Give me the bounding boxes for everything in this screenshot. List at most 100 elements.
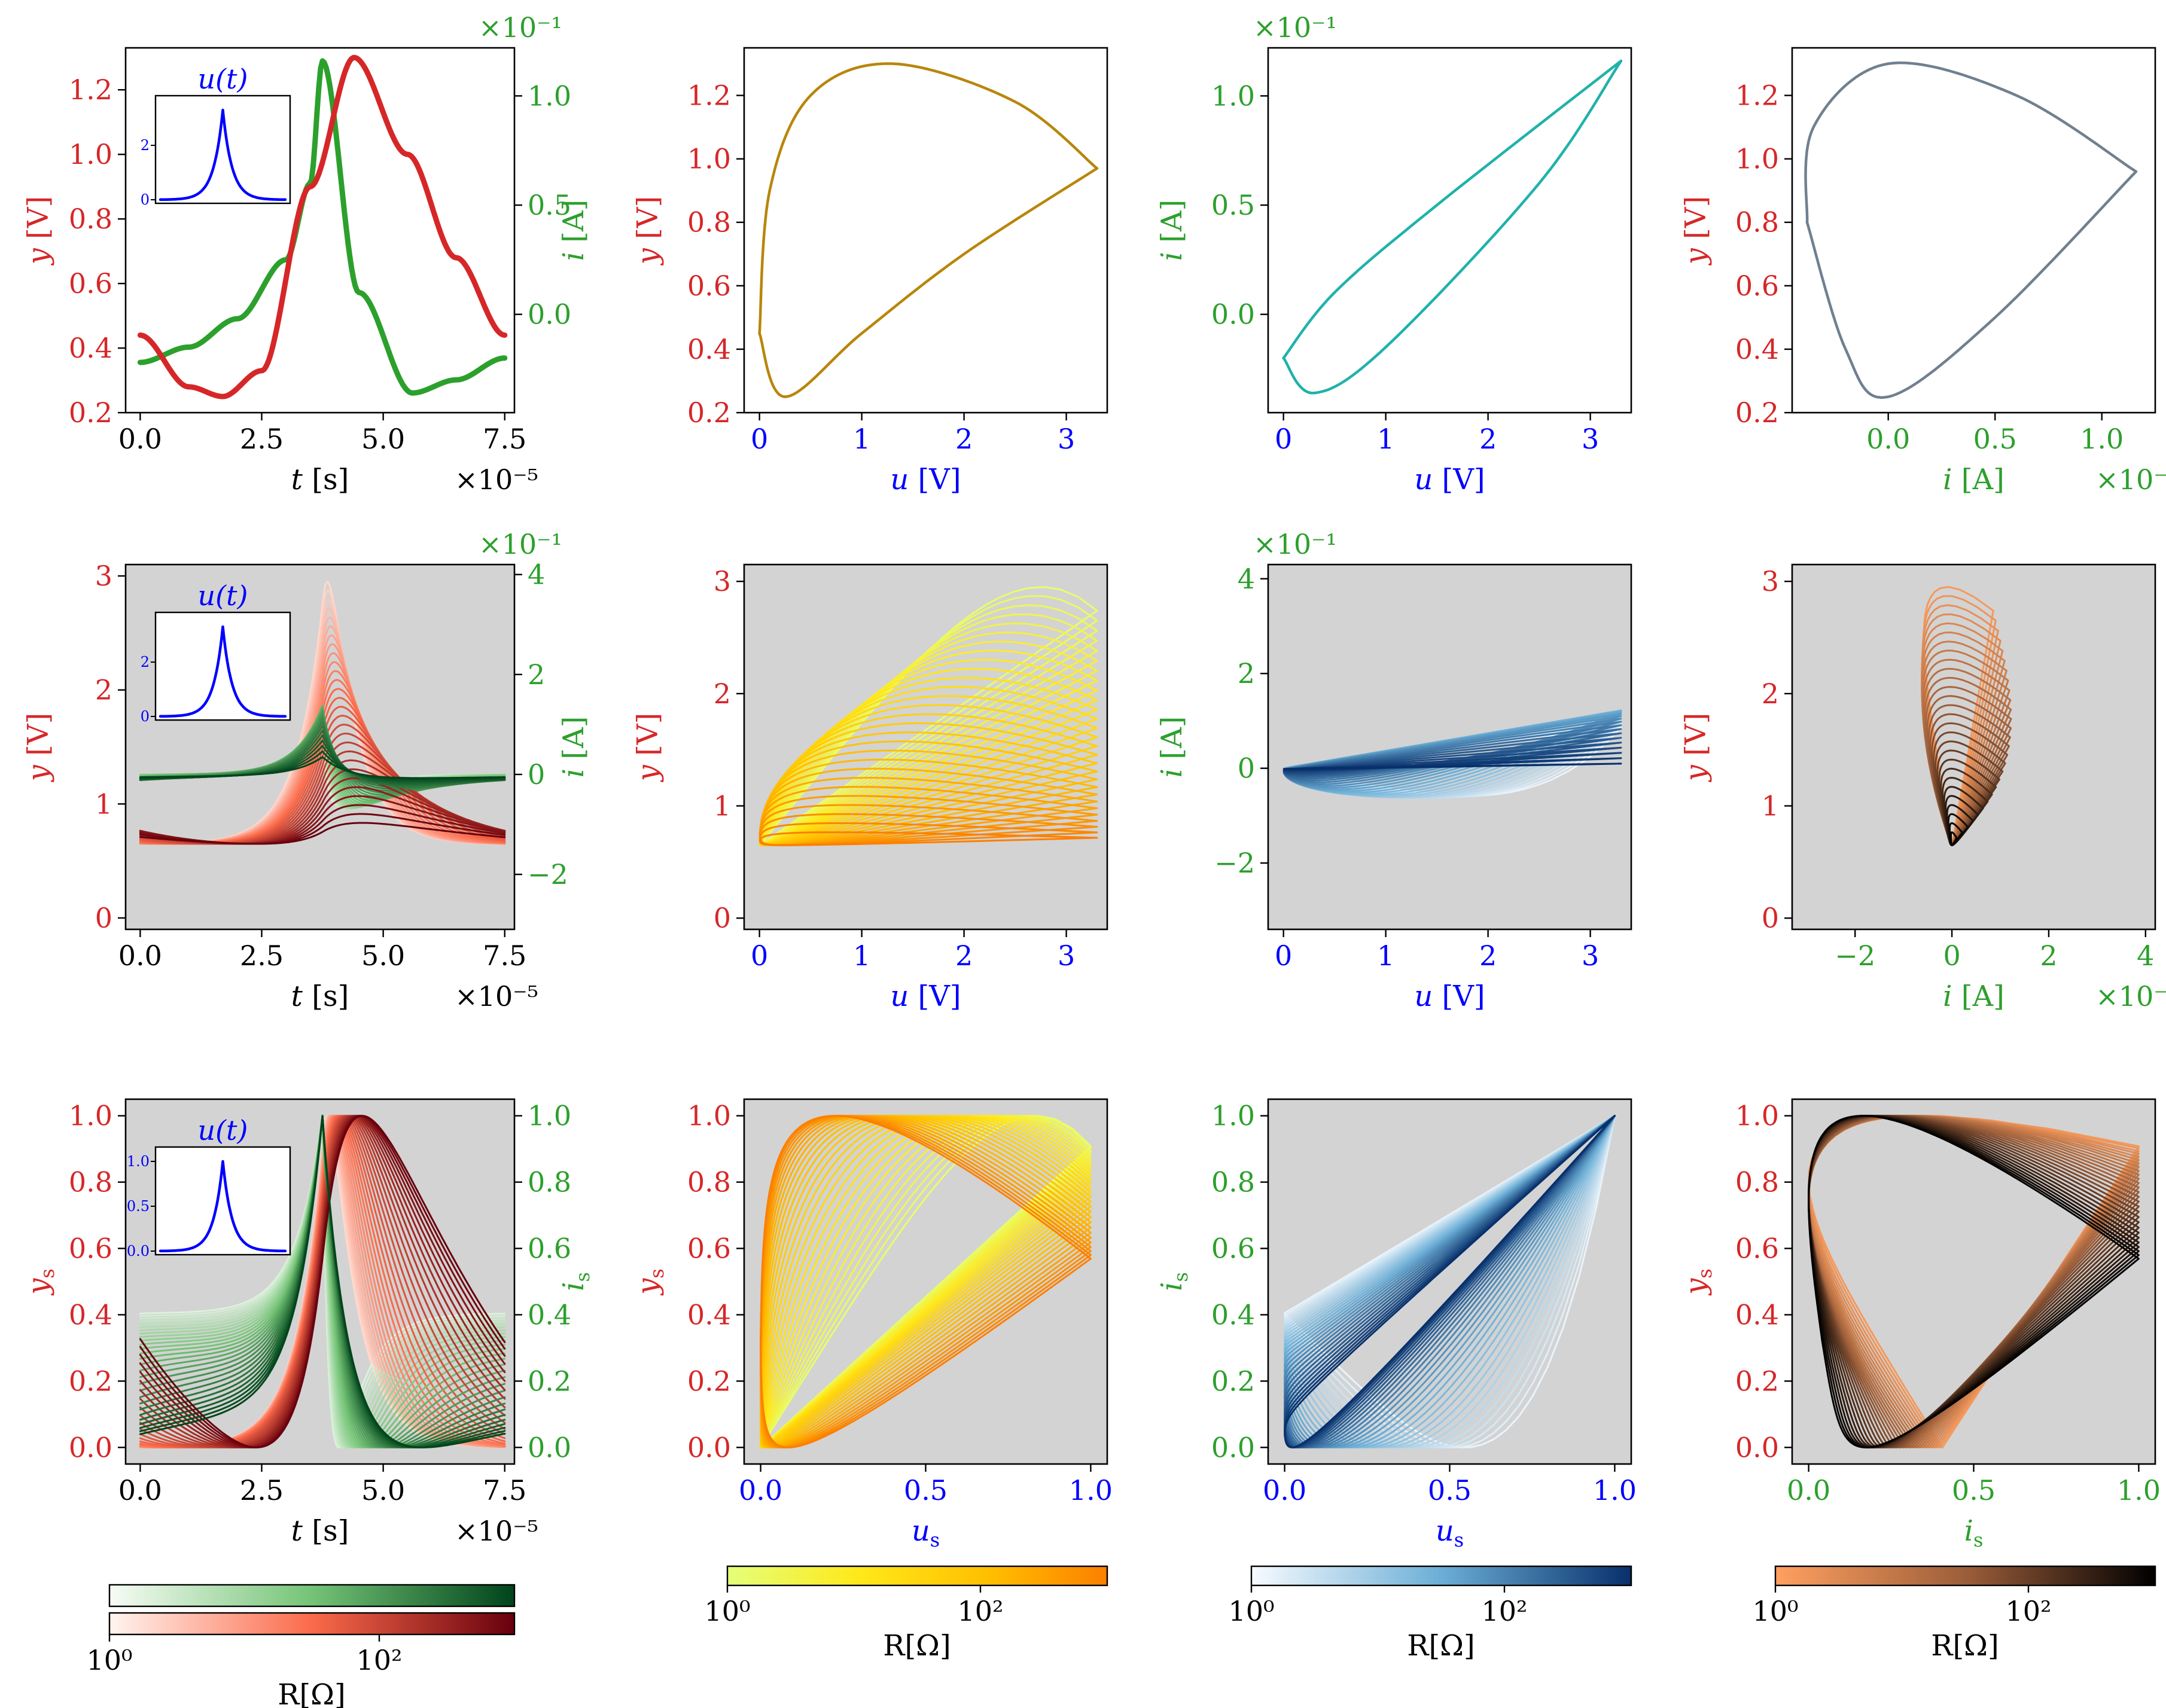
colorbar-col2-ticklabel-0: 10⁰ [705, 1595, 751, 1627]
yticklabel-r3c1-0: 0.0 [69, 1431, 112, 1463]
family-isys-11 [1808, 1115, 2140, 1448]
xmult-r2c1: ×10⁻⁵ [455, 980, 538, 1012]
family-isys-14 [1808, 1115, 2140, 1448]
colorbar-col3-label: R[Ω] [1407, 1629, 1475, 1663]
yticklabel-r2c3-0: −2 [1214, 847, 1255, 879]
yticklabel-r2c2-0: 0 [714, 902, 731, 934]
family-isys-10 [1808, 1115, 2140, 1448]
inset-r1c1: 0 2 u(t) [141, 63, 291, 208]
yticklabel-r3c2-5: 1.0 [687, 1100, 731, 1132]
yticklabel-r1c1-5: 1.2 [69, 74, 112, 106]
curve-upper-r1c2 [758, 62, 1099, 335]
colorbar-greens [108, 1584, 516, 1608]
frame-r3c2 [743, 1098, 1108, 1465]
xlabel-r1c1-unit: [s] [303, 463, 349, 496]
yticklabel-r2c3-2: 2 [1238, 657, 1255, 690]
family-uy-27 [758, 831, 1098, 846]
yticklabel-r1c2-3: 0.8 [687, 206, 731, 239]
xlabel-r3c4-sub: s [1973, 1529, 1983, 1551]
yticklabel-r2c1-3: 3 [95, 560, 112, 592]
ylabel-r1c3-unit: [A] [1155, 200, 1189, 252]
yticklabel-r2c3-3: 4 [1238, 563, 1255, 595]
xticklabel-r3c3-1: 0.5 [1428, 1474, 1472, 1506]
xmult-r1c1: ×10⁻⁵ [455, 463, 538, 496]
ymult-r1c3: ×10⁻¹ [1253, 11, 1337, 44]
family-isys-21 [1808, 1115, 2140, 1448]
inset-u-curve [159, 1160, 287, 1253]
frame-r2c4 [1791, 563, 2156, 931]
xticklabel-r3c1-0: 0.0 [118, 1474, 162, 1506]
panel-data-r2c1 [139, 581, 506, 845]
yticklabel-right-r3c1-5: 1.0 [528, 1100, 571, 1132]
xticklabel-r1c1-0: 0.0 [118, 423, 162, 455]
yticklabel-r1c4-1: 0.4 [1735, 333, 1779, 365]
yticklabel-right-r2c1-1: 0 [528, 758, 545, 791]
xlabel-r2c2-unit: [V] [909, 980, 961, 1013]
colorbar-col1: 10⁰ 10² R[Ω] [87, 1584, 516, 1708]
xticklabel-r1c3-1: 1 [1377, 423, 1394, 455]
xlabel-r1c2-main: u [890, 463, 909, 496]
ylabel-r3c2: ys [631, 1268, 668, 1296]
panel-r2c2 [744, 565, 1107, 929]
yticklabel-right-r3c1-3: 0.6 [528, 1233, 571, 1265]
colorbar-col3-ticklabel-2: 10² [1482, 1595, 1528, 1627]
ylabel-r3c1-sub: s [36, 1268, 59, 1278]
colorbar-col3-ticklabel-0: 10⁰ [1229, 1595, 1275, 1627]
family-usys-27 [760, 1115, 1092, 1448]
ylabel-r1c4: y [V] [1679, 196, 1713, 266]
xticklabel-r3c4-1: 0.5 [1952, 1474, 1996, 1506]
xticklabel-r2c1-1: 2.5 [240, 940, 284, 972]
ylabel-right-r2c1: i [A] [557, 716, 590, 778]
xlabel-r3c2: us [912, 1514, 940, 1551]
xticklabel-r3c4-2: 1.0 [2117, 1474, 2161, 1506]
yticklabel-r3c3-0: 0.0 [1211, 1431, 1255, 1463]
xlabel-r1c4: i [A] [1943, 463, 2004, 496]
family-isys-19 [1808, 1115, 2140, 1448]
ylabel-r3c3-main: i [1155, 1282, 1189, 1291]
inset-yticklabel-1: 2 [141, 654, 150, 670]
xticklabel-r2c4-0: −2 [1835, 940, 1875, 972]
xlabel-r1c3-unit: [V] [1433, 463, 1485, 496]
colorbar-blues [1250, 1565, 1632, 1587]
xticklabel-r3c3-0: 0.0 [1263, 1474, 1306, 1506]
xticklabel-r1c2-3: 3 [1058, 423, 1075, 455]
yticklabel-r1c4-2: 0.6 [1735, 270, 1779, 302]
xticklabel-r2c3-2: 2 [1479, 940, 1497, 972]
yticklabel-r2c1-1: 1 [95, 788, 112, 820]
xticklabel-r3c1-1: 2.5 [240, 1474, 284, 1506]
panel-data-r1c1 [137, 54, 508, 399]
inset-yticklabel-1: 0.5 [127, 1198, 150, 1215]
frame-r3c4 [1791, 1098, 2156, 1465]
yticklabel-right-r2c1-0: −2 [528, 858, 568, 890]
colorbar-col4: 10⁰ 10² R[Ω] [1753, 1565, 2156, 1663]
frame-r3c1 [124, 1098, 516, 1465]
yticklabel-r3c4-0: 0.0 [1735, 1431, 1779, 1463]
yticklabel-r1c3-1: 0.5 [1211, 189, 1255, 221]
yticklabel-right-r2c1-3: 4 [528, 559, 545, 591]
yticklabel-r3c4-1: 0.2 [1735, 1365, 1779, 1397]
yticklabel-r3c1-1: 0.2 [69, 1365, 112, 1397]
frame-r2c3 [1267, 563, 1632, 931]
yticklabel-right-r1c1-2: 1.0 [528, 80, 571, 112]
yticklabel-r3c2-0: 0.0 [687, 1431, 731, 1463]
ylabel-r1c1: y [V] [22, 196, 55, 266]
xlabel-r2c4-unit: [A] [1952, 980, 2004, 1013]
xticklabel-r3c2-1: 0.5 [904, 1474, 948, 1506]
inset-yticklabel-0: 0.0 [127, 1243, 150, 1259]
ylabel-r3c1: ys [22, 1268, 59, 1296]
xticklabel-r2c3-0: 0 [1275, 940, 1292, 972]
ylabel-r3c4-sub: s [1693, 1268, 1716, 1278]
ylabel-r3c1-main: y [22, 1278, 55, 1296]
yticklabel-r2c4-1: 1 [1762, 790, 1779, 822]
panel-data-r2c3 [1282, 709, 1622, 799]
xticklabel-r1c4-1: 0.5 [1973, 423, 2017, 455]
ylabel-r1c2: y [V] [631, 196, 665, 266]
yticklabel-r3c4-3: 0.6 [1735, 1233, 1779, 1265]
curve-lower-r1c3 [1282, 59, 1623, 395]
family-isys-12 [1808, 1115, 2140, 1448]
xlabel-r3c3: us [1436, 1514, 1464, 1551]
xticklabel-r2c4-2: 2 [2040, 940, 2057, 972]
yticklabel-r1c2-0: 0.2 [687, 396, 731, 429]
family-y-27 [139, 822, 506, 845]
xticklabel-r3c1-2: 5.0 [361, 1474, 405, 1506]
